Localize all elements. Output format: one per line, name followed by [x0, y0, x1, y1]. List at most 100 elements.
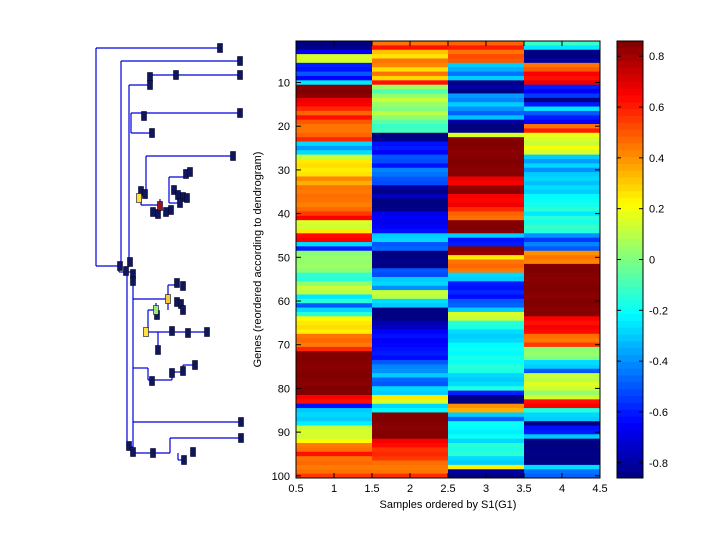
colorbar-segment: [617, 314, 643, 322]
heatmap-cell: [296, 220, 372, 226]
heatmap-cell: [524, 102, 600, 108]
heatmap-cell: [372, 276, 448, 282]
heatmap-cell: [448, 451, 524, 457]
heatmap-cell: [524, 172, 600, 177]
colorbar-segment: [617, 88, 643, 97]
x-tick-label: 3: [483, 483, 489, 495]
colorbar-segment: [617, 204, 643, 213]
colorbar-segment: [617, 245, 643, 254]
heatmap-cell: [524, 128, 600, 134]
heatmap-cell: [296, 443, 372, 448]
heatmap-cell: [296, 102, 372, 108]
heatmap-cell: [372, 263, 448, 269]
heatmap-cell: [372, 456, 448, 462]
colorbar-tick-label: -0.4: [649, 356, 668, 368]
heatmap-cell: [372, 250, 448, 256]
heatmap-cell: [448, 364, 524, 370]
heatmap-cell: [372, 294, 448, 300]
heatmap-cell: [448, 145, 524, 151]
heatmap-cell: [372, 412, 448, 418]
y-tick-label: 80: [278, 383, 290, 395]
heatmap-cell: [296, 364, 372, 370]
heatmap-cell: [524, 281, 600, 287]
heatmap-cell: [524, 338, 600, 344]
heatmap-cell: [524, 93, 600, 99]
colorbar-segment: [617, 320, 643, 329]
heatmap-cell: [524, 364, 600, 370]
heatmap-cell: [372, 215, 448, 221]
heatmap-cell: [296, 403, 372, 409]
x-axis-label: Samples ordered by S1(G1): [380, 499, 517, 511]
heatmap-cell: [372, 447, 448, 453]
heatmap-cell: [448, 325, 524, 330]
heatmap-cell: [372, 320, 448, 326]
heatmap-cell: [372, 80, 448, 86]
colorbar-segment: [617, 184, 643, 192]
heatmap-cell: [296, 408, 372, 413]
dendrogram-node: [237, 70, 243, 80]
heatmap-cell: [524, 460, 600, 466]
colorbar-segment: [617, 375, 643, 383]
heatmap-cell: [524, 89, 600, 94]
heatmap-cell: [524, 224, 600, 230]
heatmap-cell: [448, 110, 524, 116]
heatmap-cell: [524, 464, 600, 470]
heatmap-cell: [448, 281, 524, 287]
x-tick-label: 2: [407, 483, 413, 495]
heatmap-cell: [448, 132, 524, 138]
colorbar-segment: [617, 409, 643, 417]
colorbar-segment: [617, 61, 643, 69]
heatmap-cell: [296, 311, 372, 317]
heatmap-cell: [372, 220, 448, 226]
heatmap-cell: [296, 224, 372, 230]
dendrogram-node: [126, 441, 132, 451]
colorbar-segment: [617, 471, 643, 479]
heatmap-cell: [296, 276, 372, 282]
heatmap-cell: [372, 246, 448, 252]
dendrogram-node: [127, 257, 133, 267]
heatmap-cell: [448, 311, 524, 317]
colorbar-segment: [617, 211, 643, 219]
colorbar-tick-label: 0.8: [649, 51, 664, 63]
dendrogram-node: [150, 448, 156, 458]
heatmap-cell: [296, 346, 372, 352]
heatmap-cell: [296, 176, 372, 182]
colorbar-segment: [617, 464, 643, 472]
dendrogram-node: [181, 455, 187, 465]
heatmap-cell: [372, 438, 448, 444]
heatmap-cell: [524, 408, 600, 413]
heatmap-cell: [296, 438, 372, 444]
heatmap-cell: [448, 154, 524, 160]
heatmap-cell: [524, 180, 600, 186]
heatmap-cell: [296, 298, 372, 304]
heatmap-cell: [448, 303, 524, 309]
heatmap-cell: [372, 211, 448, 217]
heatmap-cell: [372, 325, 448, 330]
heatmap-cell: [296, 58, 372, 64]
heatmap-cell: [524, 386, 600, 392]
heatmap-cell: [448, 128, 524, 134]
heatmap-cell: [524, 443, 600, 448]
heatmap-cell: [296, 202, 372, 208]
y-tick-label: 40: [278, 209, 290, 221]
heatmap-cell: [296, 215, 372, 221]
heatmap-cell: [524, 316, 600, 322]
heatmap-cell: [296, 316, 372, 322]
heatmap-cell: [524, 311, 600, 317]
colorbar-segment: [617, 122, 643, 131]
colorbar-segment: [617, 437, 643, 445]
heatmap-cell: [448, 425, 524, 431]
heatmap-cell: [372, 403, 448, 409]
heatmap-cell: [448, 412, 524, 418]
heatmap-cell: [372, 193, 448, 199]
heatmap-cell: [296, 281, 372, 287]
heatmap-cell: [372, 150, 448, 156]
heatmap-cell: [524, 425, 600, 431]
colorbar-tick-label: 0.2: [649, 204, 664, 216]
heatmap-cell: [296, 342, 372, 348]
heatmap-cell: [448, 198, 524, 204]
heatmap-cell: [372, 137, 448, 143]
heatmap-cell: [448, 416, 524, 422]
heatmap-cell: [448, 150, 524, 156]
colorbar-segment: [617, 239, 643, 247]
